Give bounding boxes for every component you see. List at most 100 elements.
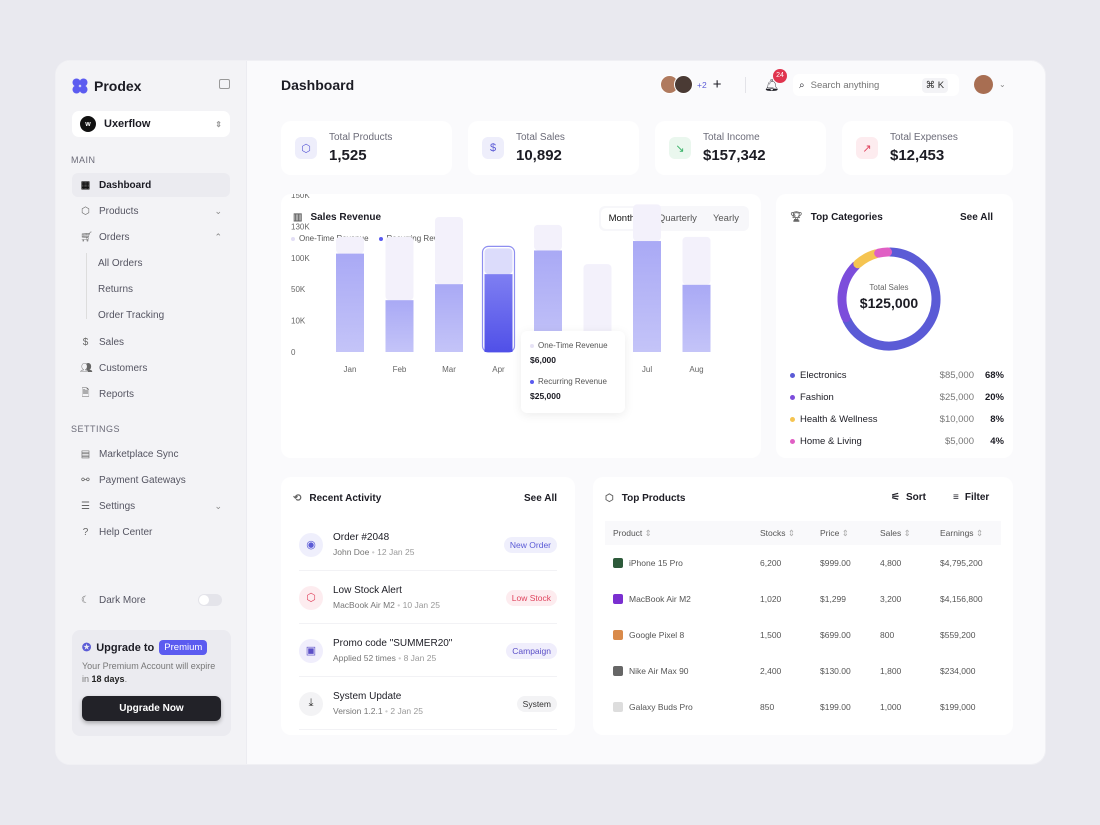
label: Products <box>99 205 139 217</box>
sidebar-item-order-tracking[interactable]: Order Tracking <box>98 310 165 321</box>
x-tick-label: Jan <box>344 365 357 374</box>
sort-button[interactable]: ⚟ Sort <box>891 492 926 503</box>
card-title: 🏆︎ Top Categories <box>790 212 883 223</box>
app-name: Prodex <box>94 78 142 94</box>
search-input[interactable] <box>810 79 916 91</box>
activity-item[interactable]: ⬡ Low Stock Alert MacBook Air M2 • 10 Jan … <box>299 572 557 624</box>
filter-label: Filter <box>964 492 990 503</box>
category-pct: 20% <box>984 391 1004 403</box>
see-all-activity[interactable]: See All <box>524 493 557 504</box>
dollar-icon: $ <box>82 336 89 348</box>
sidebar-item-dashboard[interactable]: ▦ Dashboard <box>72 173 230 197</box>
sidebar-item-reports[interactable]: 🗎 Reports <box>72 382 230 406</box>
tab-quarterly[interactable]: Quarterly <box>657 213 697 224</box>
download-icon: ⤓ <box>299 691 323 716</box>
upgrade-card: ✪ Upgrade to Premium Your Premium Account … <box>72 630 231 736</box>
bar-one-time[interactable] <box>682 236 711 285</box>
chevron-updown-icon: ⇕ <box>215 119 222 129</box>
sidebar-item-payment-gateways[interactable]: ⚯ Payment Gateways <box>72 468 230 492</box>
table-row[interactable]: Galaxy Buds Pro 850 $199.00 1,000 $199,000 <box>605 689 1001 725</box>
table-row[interactable]: Google Pixel 8 1,500 $699.00 800 $559,200 <box>605 617 1001 653</box>
shortcut-hint: ⌘ K <box>921 77 949 93</box>
workspace-switcher[interactable]: w Uxerflow ⇕ <box>72 111 230 137</box>
bar-one-time[interactable] <box>385 236 414 301</box>
bar-recurring[interactable] <box>385 300 414 352</box>
bar-recurring[interactable] <box>435 284 463 352</box>
column-header[interactable]: Price ⇕ <box>820 521 880 545</box>
tooltip-value: $6,000 <box>530 355 556 365</box>
chevron-down-icon: ⌄ <box>999 80 1006 89</box>
table-row[interactable]: iPhone 15 Pro 6,200 $999.00 4,800 $4,795,200 <box>605 545 1001 581</box>
tab-yearly[interactable]: Yearly <box>712 213 739 224</box>
top-categories-card: 🏆︎ Top Categories See All Total Sales $12… <box>776 194 1013 458</box>
logo-icon <box>72 78 88 94</box>
bar-recurring[interactable] <box>336 253 364 352</box>
team-avatars[interactable]: +2 + <box>660 75 721 94</box>
bar-recurring[interactable] <box>484 274 513 352</box>
title-text: Sales Revenue <box>310 212 382 223</box>
column-header[interactable]: Earnings ⇕ <box>940 521 1001 545</box>
activity-badge: Campaign <box>506 642 557 659</box>
search-box[interactable]: ⌕ ⌘ K <box>793 74 959 96</box>
sidebar-item-marketplace-sync[interactable]: ▤ Marketplace Sync <box>72 442 230 466</box>
x-tick-label: Mar <box>442 365 456 374</box>
plus-icon[interactable]: + <box>712 76 722 93</box>
table-row[interactable]: Nike Air Max 90 2,400 $130.00 1,800 $234,000 <box>605 653 1001 689</box>
product-name: MacBook Air M2 <box>629 593 691 604</box>
upgrade-now-button[interactable]: Upgrade Now <box>82 696 221 721</box>
activity-item[interactable]: ◉ Order #2048 John Doe • 12 Jan 25 New Orde… <box>299 519 557 571</box>
sidebar-item-all-orders[interactable]: All Orders <box>98 258 143 269</box>
activity-item[interactable]: ▣ Promo code "SUMMER20" Applied 52 times •… <box>299 625 557 677</box>
y-tick-label: 100K <box>291 254 310 263</box>
bar-one-time[interactable] <box>534 224 562 251</box>
sidebar-item-orders[interactable]: 🛒︎ Orders ⌃ <box>72 225 230 249</box>
header-label: Earnings <box>940 527 974 538</box>
badge-icon: ✪ <box>82 642 92 654</box>
stat-label: Total Income <box>703 132 760 143</box>
filter-button[interactable]: ≡ Filter <box>953 492 989 503</box>
bar-one-time[interactable] <box>583 264 612 340</box>
donut-slice[interactable] <box>874 247 893 258</box>
column-header[interactable]: Stocks ⇕ <box>760 521 820 545</box>
table-cell: $999.00 <box>820 558 851 568</box>
sidebar-item-settings[interactable]: ☰ Settings ⌄ <box>72 494 230 518</box>
table-cell: 1,000 <box>880 702 902 712</box>
store-icon: ▤ <box>80 448 91 460</box>
dark-mode-toggle[interactable] <box>198 594 222 606</box>
revenue-chart: 010K50K100K130K150KJanFebMarAprMayJunJul… <box>291 194 711 374</box>
donut-slice[interactable] <box>842 247 941 351</box>
sidebar-item-returns[interactable]: Returns <box>98 284 134 295</box>
activity-title: Promo code "SUMMER20" <box>333 638 453 649</box>
chevron-down-icon: ⌄ <box>214 500 222 511</box>
activity-item[interactable]: ⤓ System Update Version 1.2.1 • 2 Jan 25 Sy… <box>299 678 557 730</box>
bar-recurring[interactable] <box>682 284 711 352</box>
sidebar-item-sales[interactable]: $ Sales <box>72 330 230 354</box>
sidebar-item-help-center[interactable]: ? Help Center <box>72 520 230 544</box>
see-all-categories[interactable]: See All <box>960 212 993 223</box>
product-name: Google Pixel 8 <box>629 629 685 640</box>
user-circle-icon: ◉ <box>299 532 323 557</box>
user-menu[interactable]: ⌄ <box>974 75 1006 94</box>
stat-value: $157,342 <box>703 147 766 164</box>
grid-icon: ▦ <box>80 179 91 191</box>
stat-label: Total Sales <box>516 132 565 143</box>
sidebar-toggle-icon[interactable] <box>219 79 230 89</box>
table-cell: 850 <box>760 702 775 712</box>
label: Help Center <box>99 526 153 538</box>
sidebar-item-customers[interactable]: 👥︎ Customers <box>72 356 230 380</box>
table-cell: Galaxy Buds Pro <box>605 689 760 725</box>
table-cell: 1,500 <box>760 630 782 640</box>
bar-recurring[interactable] <box>633 241 661 352</box>
sidebar-item-products[interactable]: ⬡ Products ⌄ <box>72 199 230 223</box>
donut-slice[interactable] <box>837 261 861 323</box>
bar-one-time[interactable] <box>435 216 463 285</box>
bar-one-time[interactable] <box>336 236 364 254</box>
bar-one-time[interactable] <box>484 248 513 275</box>
column-header[interactable]: Product ⇕ <box>605 521 760 545</box>
table-row[interactable]: MacBook Air M2 1,020 $1,299 3,200 $4,156,800 <box>605 581 1001 617</box>
bar-one-time[interactable] <box>633 204 661 242</box>
category-row: Fashion $25,000 20% <box>790 386 1004 408</box>
column-header[interactable]: Sales ⇕ <box>880 521 940 545</box>
donut-slice[interactable] <box>853 249 881 269</box>
upgrade-title: Upgrade to <box>96 641 155 654</box>
